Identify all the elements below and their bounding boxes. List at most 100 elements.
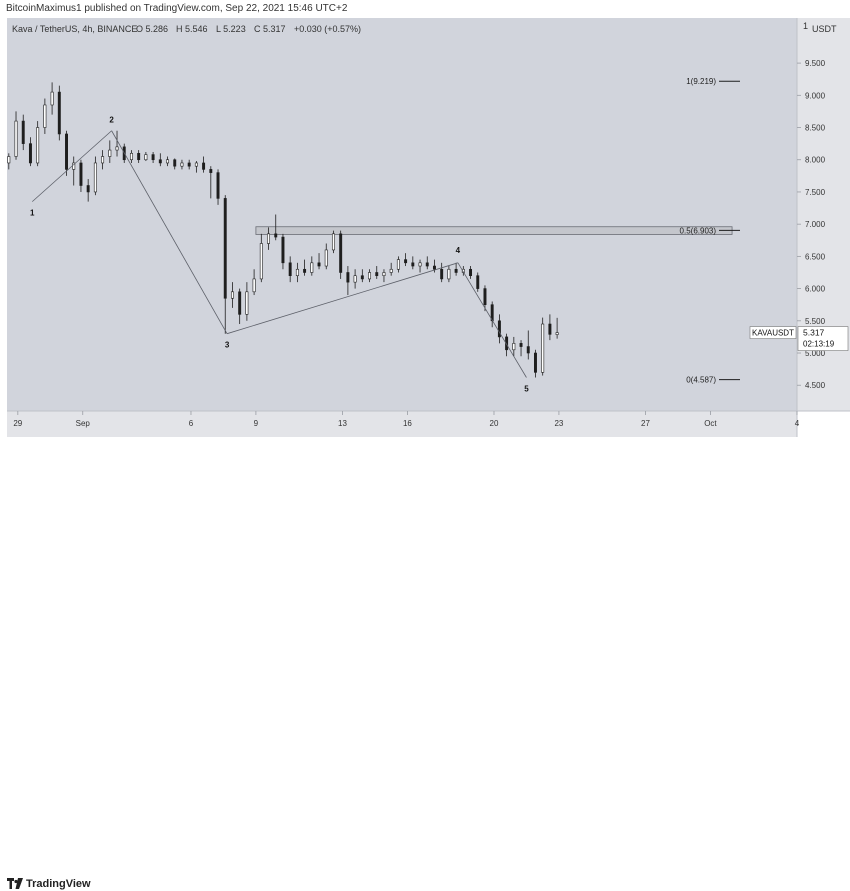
candle-body (555, 332, 559, 335)
candle (454, 262, 458, 276)
y-tick-label: 8.000 (805, 156, 826, 165)
candle-body (144, 154, 148, 161)
candle (281, 233, 285, 270)
candle (238, 288, 242, 325)
ohlc-open: O 5.286 (136, 24, 168, 34)
ohlc-change: +0.030 (+0.57%) (294, 24, 361, 34)
candle (43, 98, 47, 134)
x-tick-label: 20 (490, 419, 499, 428)
candle (72, 156, 76, 186)
candle-body (230, 291, 234, 299)
candle-body (57, 91, 61, 135)
candle (187, 159, 191, 170)
fib-level-label: 1(9.219) (686, 77, 716, 86)
candle-body (519, 343, 523, 347)
candle (418, 259, 422, 273)
candle-body (469, 268, 473, 277)
candle-body (432, 265, 436, 270)
candle-body (331, 233, 335, 251)
candle-body (339, 233, 343, 273)
candle-body (238, 291, 242, 315)
candle-body (454, 268, 458, 273)
candle (267, 227, 271, 250)
candle (548, 314, 552, 341)
candle-body (166, 159, 169, 164)
chart-frame[interactable]: Kava / TetherUS, 4h, BINANCE O 5.286 H 5… (0, 18, 850, 437)
candle-body (303, 268, 307, 273)
candle (382, 269, 386, 283)
candle (166, 156, 169, 167)
candle-body (346, 272, 350, 283)
candle-body (65, 133, 68, 170)
candle-body (173, 159, 177, 167)
candle-body (7, 156, 11, 164)
y-tick-label: 7.000 (805, 220, 826, 229)
candle-body (108, 149, 112, 157)
candle-body (483, 288, 487, 305)
candle (288, 256, 292, 283)
candle (360, 269, 364, 283)
candle (483, 285, 487, 312)
candle (331, 230, 335, 254)
candle (353, 269, 357, 289)
candle-body (396, 259, 400, 270)
candle-body (418, 262, 422, 267)
candle (223, 195, 227, 334)
candle-body (548, 323, 552, 335)
candle (209, 166, 213, 199)
candle-body (274, 233, 278, 238)
candle-body (194, 162, 198, 167)
candle (526, 330, 530, 360)
candle-body (411, 262, 415, 267)
price-badge-symbol-box (749, 326, 797, 339)
candle (339, 230, 343, 279)
price-badge-price: 5.317 (803, 328, 825, 338)
candle-body (101, 156, 105, 164)
candle-body (21, 120, 25, 144)
wave-label: 5 (524, 384, 529, 393)
x-tick-label: 27 (641, 419, 650, 428)
candle-body (425, 262, 429, 267)
ohlc-low: L 5.223 (216, 24, 246, 34)
publish-header: BitcoinMaximus1 published on TradingView… (0, 0, 850, 18)
candle-body (14, 120, 18, 157)
candle-body (187, 162, 191, 167)
candle (173, 158, 177, 170)
resistance-zone (255, 226, 733, 235)
candle-body (115, 146, 119, 151)
candle (245, 282, 249, 321)
candle-body (28, 143, 32, 164)
candle-body (216, 172, 220, 199)
wave-line (31, 130, 112, 202)
y-tick-label: 5.500 (805, 317, 826, 326)
candle-body (324, 249, 328, 267)
candle-body (72, 162, 76, 170)
wave-label: 3 (225, 341, 230, 350)
y-tick-label: 4.500 (805, 381, 826, 390)
candle-body (440, 268, 444, 280)
candle (101, 150, 105, 170)
y-axis-top-label: 1 (803, 21, 808, 31)
candle (202, 156, 206, 173)
x-tick-label: Sep (76, 419, 91, 428)
ohlc-high: H 5.546 (176, 24, 208, 34)
price-chart[interactable]: Kava / TetherUS, 4h, BINANCE O 5.286 H 5… (0, 18, 850, 437)
wave-line (111, 130, 228, 334)
price-badge-countdown: 02:13:19 (803, 340, 835, 349)
candle (86, 179, 90, 202)
candle-body (267, 233, 271, 244)
candle (79, 159, 83, 192)
candle-body (245, 291, 249, 315)
candle-body (281, 236, 285, 264)
ohlc-close: C 5.317 (254, 24, 286, 34)
candle (440, 262, 444, 283)
candle-body (259, 243, 263, 280)
wave-line (457, 262, 527, 378)
y-tick-label: 9.000 (805, 91, 826, 100)
wave-label: 2 (109, 116, 114, 125)
candle-body (497, 320, 501, 338)
candle (36, 121, 40, 167)
candle (310, 256, 314, 276)
candle (14, 111, 18, 160)
candle (541, 317, 545, 376)
